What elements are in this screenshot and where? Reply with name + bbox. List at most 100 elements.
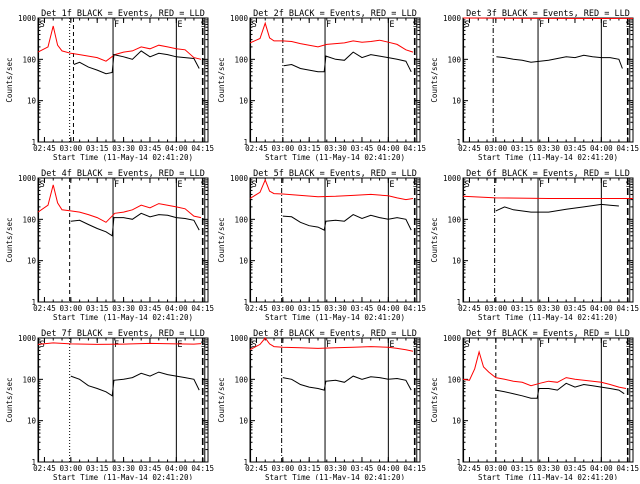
time-marker-label: E (177, 340, 182, 350)
series-line-lld (462, 195, 633, 199)
y-tick-label: 1000 (18, 334, 37, 343)
chart-title: Det 9f BLACK = Events, RED = LLD (466, 329, 630, 339)
chart-title: Det 7f BLACK = Events, RED = LLD (41, 329, 205, 339)
x-axis-label: Start Time (11-May-14 02:41:20) (53, 313, 193, 322)
y-tick-label: 1000 (443, 14, 462, 23)
y-axis-label: Counts/sec (5, 377, 14, 422)
y-tick-label: 100 (234, 215, 248, 224)
y-tick-label: 10 (239, 97, 249, 106)
series-line-events (282, 214, 412, 231)
x-tick-label: 04:00 (165, 464, 188, 473)
y-tick-label: 1 (456, 138, 461, 147)
x-tick-label: 04:15 (191, 304, 214, 313)
chart-title: Det 2f BLACK = Events, RED = LLD (253, 9, 417, 19)
time-marker-label: E (389, 20, 394, 30)
chart-panel-7: Det 7f BLACK = Events, RED = LLD 1 10 100 10… (5, 329, 214, 482)
y-axis-label: Counts/sec (430, 377, 439, 422)
y-tick-label: 1000 (230, 14, 249, 23)
time-marker-label: F (539, 20, 544, 30)
x-tick-label: 03:00 (485, 144, 508, 153)
y-tick-label: 10 (239, 417, 249, 426)
y-axis-label: Counts/sec (217, 377, 226, 422)
x-axis-label: Start Time (11-May-14 02:41:20) (53, 473, 193, 480)
y-axis-label: Counts/sec (217, 57, 226, 102)
time-marker-label: S (413, 20, 418, 30)
x-tick-label: 03:30 (537, 304, 560, 313)
x-tick-label: 03:15 (298, 464, 321, 473)
series-line-lld (249, 21, 414, 53)
y-tick-label: 10 (452, 257, 462, 266)
plot-frame (37, 337, 209, 463)
y-tick-label: 1000 (443, 334, 462, 343)
x-tick-label: 02:45 (33, 464, 56, 473)
y-axis-label: Counts/sec (430, 57, 439, 102)
series-line-lld (462, 350, 627, 389)
chart-title: Det 4f BLACK = Events, RED = LLD (41, 169, 205, 179)
y-tick-label: 1 (31, 138, 36, 147)
series-line-events (73, 50, 200, 75)
y-tick-label: 100 (447, 375, 461, 384)
chart-panel-4: Det 4f BLACK = Events, RED = LLD 1 10 100 10… (5, 169, 214, 322)
y-tick-label: 1 (31, 298, 36, 307)
x-tick-label: 04:15 (403, 464, 426, 473)
x-tick-label: 02:45 (245, 144, 268, 153)
x-tick-label: 04:00 (377, 304, 400, 313)
x-tick-label: 02:45 (458, 304, 481, 313)
y-tick-label: 10 (239, 257, 249, 266)
x-tick-label: 03:30 (112, 464, 135, 473)
x-axis-label: Start Time (11-May-14 02:41:20) (265, 153, 405, 162)
chart-panel-5: Det 5f BLACK = Events, RED = LLD 1 10 100 10… (217, 169, 426, 322)
x-tick-label: 03:45 (564, 304, 587, 313)
time-marker-label: F (114, 340, 119, 350)
time-marker-label: F (326, 180, 331, 190)
chart-panel-9: Det 9f BLACK = Events, RED = LLD 1 10 100 10… (430, 329, 639, 482)
x-tick-label: 03:00 (60, 304, 83, 313)
y-tick-label: 1000 (230, 334, 249, 343)
time-marker-label: S (626, 180, 631, 190)
plot-frame (37, 177, 209, 303)
time-marker-label: S (252, 180, 257, 190)
series-line-events (283, 51, 412, 73)
x-tick-label: 02:45 (33, 304, 56, 313)
time-marker-label: F (326, 340, 331, 350)
time-marker-label: S (465, 340, 470, 350)
y-tick-label: 100 (234, 375, 248, 384)
time-marker-label: S (252, 340, 257, 350)
y-axis-label: Counts/sec (430, 217, 439, 262)
chart-title: Det 6f BLACK = Events, RED = LLD (466, 169, 630, 179)
series-line-lld (249, 178, 414, 201)
x-tick-label: 02:45 (33, 144, 56, 153)
time-marker-label: S (201, 20, 206, 30)
x-tick-label: 03:45 (139, 304, 162, 313)
x-tick-label: 04:15 (403, 304, 426, 313)
time-marker-label: E (177, 20, 182, 30)
series-line-events (496, 54, 623, 69)
x-tick-label: 04:00 (590, 464, 613, 473)
x-tick-label: 03:45 (139, 464, 162, 473)
series-line-lld (37, 184, 202, 223)
chart-title: Det 1f BLACK = Events, RED = LLD (41, 9, 205, 19)
time-marker-label: S (252, 20, 257, 30)
time-marker-label: S (413, 340, 418, 350)
chart-title: Det 5f BLACK = Events, RED = LLD (253, 169, 417, 179)
chart-panel-2: Det 2f BLACK = Events, RED = LLD 1 10 100 10… (217, 9, 426, 162)
y-tick-label: 10 (27, 97, 37, 106)
time-marker-label: E (177, 180, 182, 190)
y-tick-label: 100 (22, 375, 36, 384)
series-line-events (495, 203, 619, 213)
y-tick-label: 10 (27, 417, 37, 426)
time-marker-label: S (465, 180, 470, 190)
x-axis-label: Start Time (11-May-14 02:41:20) (265, 473, 405, 480)
plot-frame (37, 17, 209, 143)
plot-frame (462, 17, 634, 143)
time-marker-label: S (626, 20, 631, 30)
plot-frame (462, 337, 634, 463)
series-line-events (70, 212, 200, 237)
x-tick-label: 03:15 (511, 144, 534, 153)
chart-title: Det 3f BLACK = Events, RED = LLD (466, 9, 630, 19)
x-tick-label: 03:45 (564, 464, 587, 473)
x-tick-label: 03:00 (485, 304, 508, 313)
y-tick-label: 1 (243, 298, 248, 307)
y-tick-label: 1000 (443, 174, 462, 183)
series-line-events (282, 375, 412, 391)
